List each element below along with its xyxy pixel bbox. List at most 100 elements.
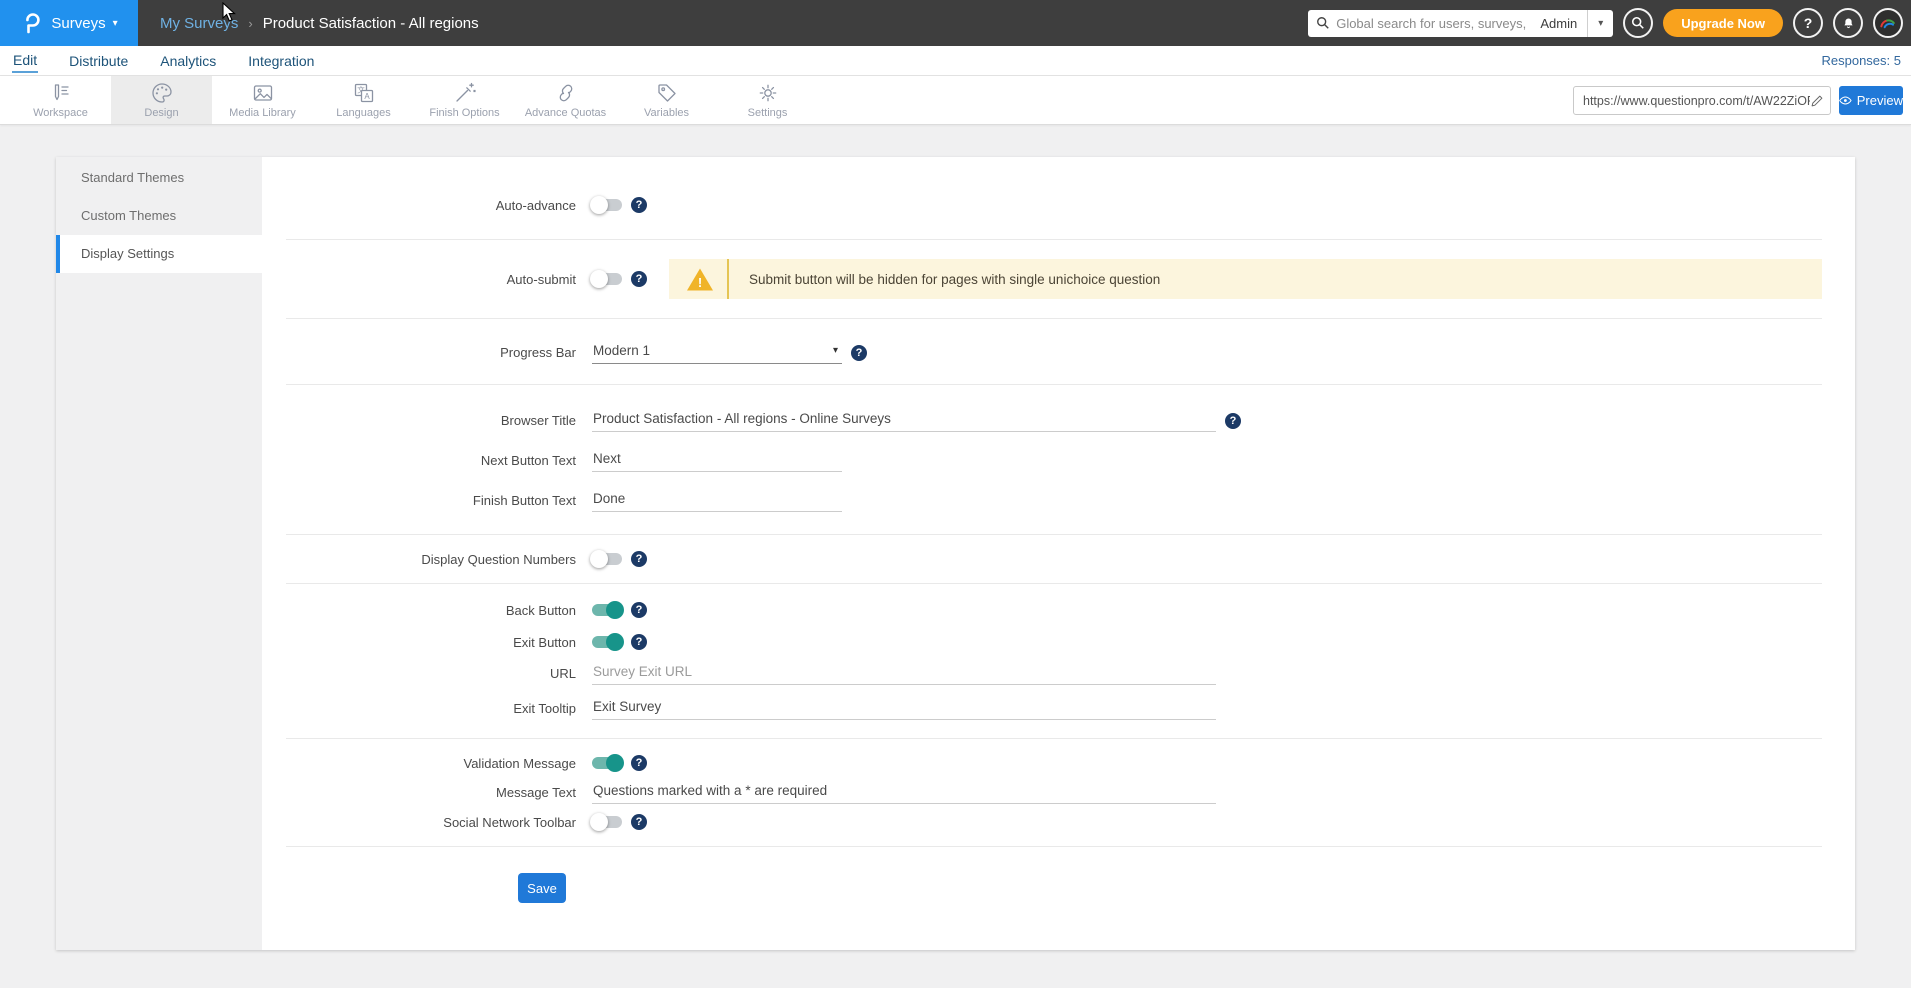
warning-triangle-icon: ! [687, 268, 713, 290]
sidebar-item-custom-themes[interactable]: Custom Themes [81, 208, 177, 223]
tab-edit[interactable]: Edit [12, 49, 39, 73]
display-question-numbers-label: Display Question Numbers [421, 551, 576, 567]
finish-button-text-input[interactable] [592, 489, 842, 512]
help-button[interactable]: ? [1793, 8, 1823, 38]
global-search-input[interactable] [1336, 15, 1531, 31]
exit-url-input[interactable] [592, 662, 1216, 685]
auto-submit-label: Auto-submit [506, 271, 576, 287]
auto-advance-toggle[interactable] [590, 196, 622, 214]
help-icon[interactable]: ? [631, 551, 647, 567]
questionpro-logo-icon [26, 13, 41, 34]
help-icon[interactable]: ? [631, 271, 647, 287]
social-network-toolbar-toggle[interactable] [590, 813, 622, 831]
image-icon [253, 85, 272, 101]
link-icon [559, 84, 572, 102]
auto-submit-warning-banner: ! Submit button will be hidden for pages… [669, 259, 1822, 299]
tab-analytics[interactable]: Analytics [160, 52, 217, 69]
chevron-down-icon: ▾ [832, 345, 838, 356]
display-settings-card: Standard Themes Custom Themes Display Se… [56, 157, 1855, 950]
preview-button[interactable]: Preview [1839, 86, 1903, 115]
next-button-text-label: Next Button Text [480, 453, 576, 468]
breadcrumb: My Surveys › Product Satisfaction - All … [160, 15, 479, 32]
top-header: Surveys ▾ My Surveys › Product Satisfact… [0, 0, 1911, 46]
chevron-down-icon: ▾ [1598, 17, 1604, 29]
chevron-down-icon: ▾ [112, 17, 118, 29]
global-search-box: Admin ▾ [1308, 9, 1614, 37]
toolbar-item-variables[interactable]: Variables [616, 76, 717, 124]
sidebar-item-standard-themes[interactable]: Standard Themes [81, 170, 185, 185]
upgrade-now-button[interactable]: Upgrade Now [1663, 9, 1783, 37]
toolbar-item-design[interactable]: Design [111, 76, 212, 124]
eye-icon [1839, 96, 1852, 105]
svg-text:A: A [364, 92, 370, 101]
survey-url[interactable]: https://www.questionpro.com/t/AW22ZiOP [1583, 93, 1810, 108]
tag-icon [657, 84, 676, 102]
display-question-numbers-toggle[interactable] [590, 550, 622, 568]
help-icon[interactable]: ? [631, 197, 647, 213]
help-icon[interactable]: ? [1225, 412, 1241, 429]
exit-tooltip-input[interactable] [592, 697, 1216, 720]
help-icon[interactable]: ? [631, 814, 647, 830]
questionpro-logo-block[interactable]: Surveys ▾ [0, 0, 138, 46]
help-icon[interactable]: ? [631, 755, 647, 771]
question-icon: ? [1803, 15, 1813, 31]
responses-count[interactable]: Responses: 5 [1821, 53, 1902, 68]
breadcrumb-current-survey: Product Satisfaction - All regions [262, 14, 479, 32]
user-avatar[interactable] [1873, 8, 1903, 38]
toolbar-item-finish-options[interactable]: Finish Options [414, 76, 515, 124]
exit-url-label: URL [549, 666, 576, 681]
gear-icon [759, 84, 776, 102]
auto-advance-label: Auto-advance [495, 197, 576, 213]
help-icon[interactable]: ? [851, 344, 867, 361]
sidebar-item-display-settings[interactable]: Display Settings [56, 235, 262, 273]
message-text-label: Message Text [496, 785, 576, 800]
search-scope-dropdown[interactable]: ▾ [1587, 9, 1613, 37]
browser-title-input[interactable] [592, 409, 1216, 432]
design-sidebar: Standard Themes Custom Themes Display Se… [56, 157, 262, 950]
wand-icon [455, 82, 476, 102]
help-icon[interactable]: ? [631, 634, 647, 650]
toolbar-item-settings[interactable]: Settings [717, 76, 818, 124]
edit-pencil-icon[interactable] [1810, 94, 1824, 108]
tab-integration[interactable]: Integration [248, 52, 315, 69]
survey-nav: Edit Distribute Analytics Integration Re… [0, 46, 1911, 76]
search-icon [1317, 17, 1329, 29]
toolbar-item-media-library[interactable]: Media Library [212, 76, 313, 124]
toolbar-item-advance-quotas[interactable]: Advance Quotas [515, 76, 616, 124]
toolbar-item-languages[interactable]: 文 A Languages [313, 76, 414, 124]
next-button-text-input[interactable] [592, 449, 842, 472]
app-name: Surveys [51, 14, 106, 32]
browser-title-label: Browser Title [500, 413, 576, 428]
breadcrumb-separator: › [248, 15, 253, 31]
validation-message-toggle[interactable] [592, 754, 624, 772]
banner-divider [727, 259, 729, 299]
tab-distribute[interactable]: Distribute [69, 52, 129, 69]
svg-text:文: 文 [357, 85, 365, 95]
page-content: Standard Themes Custom Themes Display Se… [0, 125, 1911, 950]
survey-url-box: https://www.questionpro.com/t/AW22ZiOP [1573, 86, 1831, 115]
notifications-button[interactable] [1833, 8, 1863, 38]
progress-bar-select[interactable]: Modern 1 ▾ [592, 341, 842, 364]
social-network-toolbar-label: Social Network Toolbar [443, 814, 576, 830]
breadcrumb-my-surveys[interactable]: My Surveys [160, 14, 239, 32]
validation-message-label: Validation Message [463, 755, 577, 771]
search-submit-button[interactable] [1623, 8, 1654, 38]
bell-icon [1843, 18, 1853, 28]
auto-submit-toggle[interactable] [590, 270, 622, 288]
exit-button-label: Exit Button [513, 634, 576, 650]
back-button-toggle[interactable] [592, 601, 624, 619]
display-settings-form: Auto-advance ? Auto-submit ? ! [262, 157, 1855, 950]
toolbar-item-workspace[interactable]: Workspace [10, 76, 111, 124]
warning-text: Submit button will be hidden for pages w… [749, 271, 1161, 287]
back-button-label: Back Button [505, 602, 576, 618]
progress-bar-value: Modern 1 [593, 343, 651, 358]
search-icon [1632, 16, 1645, 29]
help-icon[interactable]: ? [631, 602, 647, 618]
message-text-input[interactable] [592, 781, 1216, 804]
save-button[interactable]: Save [518, 873, 566, 903]
exit-tooltip-label: Exit Tooltip [513, 701, 576, 716]
search-scope-label: Admin [1540, 15, 1578, 31]
exit-button-toggle[interactable] [592, 633, 624, 651]
translate-icon: 文 A [354, 83, 373, 103]
palette-icon [151, 83, 172, 103]
